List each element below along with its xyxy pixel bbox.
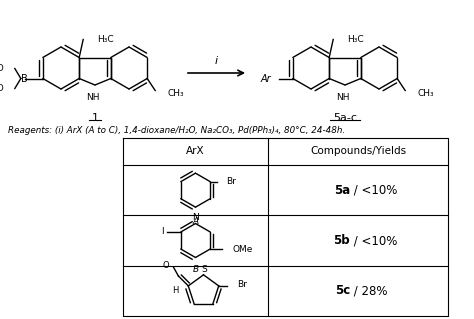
- Text: / <10%: / <10%: [350, 234, 397, 247]
- Text: H₃C: H₃C: [347, 35, 364, 44]
- Text: HO: HO: [0, 64, 4, 73]
- Text: H₃C: H₃C: [97, 35, 114, 44]
- Text: / 28%: / 28%: [350, 284, 388, 297]
- Text: Ar: Ar: [260, 73, 271, 84]
- Text: 5a: 5a: [334, 184, 350, 197]
- Text: Compounds/Yields: Compounds/Yields: [310, 146, 406, 156]
- Text: 1: 1: [91, 113, 99, 123]
- Text: S: S: [201, 265, 207, 274]
- Text: N: N: [192, 213, 199, 222]
- Text: ArX: ArX: [186, 146, 205, 156]
- Text: 5b: 5b: [333, 234, 350, 247]
- Text: / <10%: / <10%: [350, 184, 397, 197]
- Text: I: I: [161, 227, 164, 236]
- Text: B: B: [192, 265, 199, 275]
- Text: i: i: [214, 56, 218, 66]
- Text: A: A: [192, 217, 199, 226]
- Text: H: H: [172, 286, 178, 295]
- Text: CH₃: CH₃: [167, 89, 184, 98]
- Text: Br: Br: [237, 280, 246, 289]
- Text: B: B: [21, 73, 28, 84]
- Text: 5c: 5c: [335, 284, 350, 297]
- Text: NH: NH: [86, 93, 100, 102]
- Text: Reagents: (i) ArX (A to C), 1,4-dioxane/H₂O, Na₂CO₃, Pd(PPh₃)₄, 80°C, 24-48h.: Reagents: (i) ArX (A to C), 1,4-dioxane/…: [8, 126, 345, 135]
- Text: 5a-c: 5a-c: [333, 113, 357, 123]
- Text: CH₃: CH₃: [417, 89, 434, 98]
- Text: Br: Br: [226, 177, 236, 186]
- Text: O: O: [163, 262, 169, 271]
- Text: OMe: OMe: [232, 244, 253, 254]
- Text: HO: HO: [0, 84, 4, 93]
- Text: NH: NH: [336, 93, 350, 102]
